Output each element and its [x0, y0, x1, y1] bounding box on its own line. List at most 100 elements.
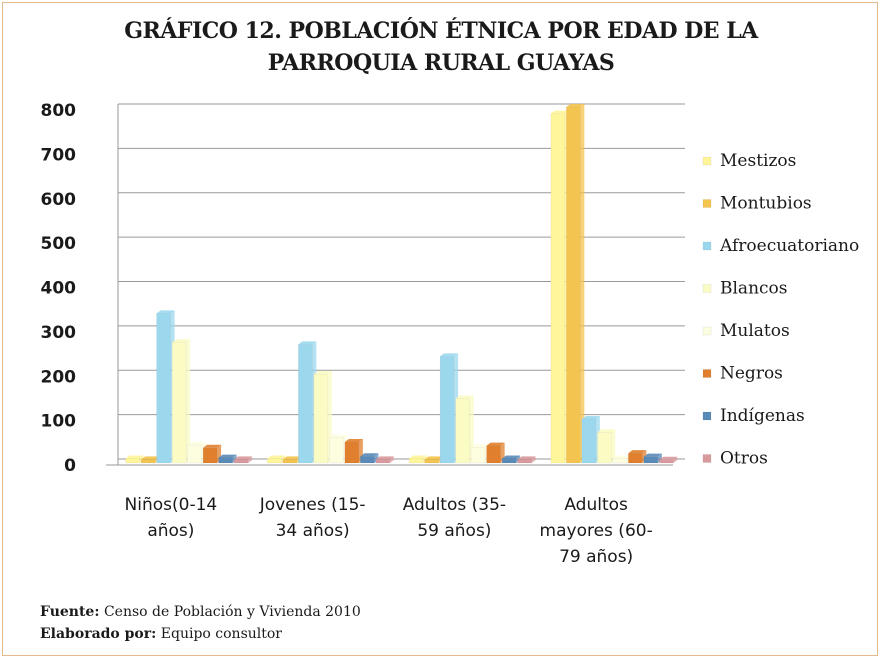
bar-top [156, 310, 175, 314]
bar-side [232, 454, 237, 463]
bar [486, 442, 505, 464]
bar-front [612, 458, 628, 464]
bar-top [218, 454, 237, 458]
y-tick-label: 500 [41, 234, 77, 254]
bar-side [673, 456, 678, 463]
x-category-label: Niños(0-14 [125, 495, 218, 515]
bar-top [125, 455, 144, 459]
x-category-label: años) [147, 521, 194, 541]
bar-front [313, 373, 329, 464]
bar [360, 453, 379, 464]
bar-top [486, 442, 505, 446]
bar [218, 454, 237, 464]
bar-front [375, 459, 391, 464]
bar-front [140, 459, 156, 464]
y-axis-ticks: 0 100 200 300 400 500 600 700 800 [41, 101, 77, 476]
bar-top [597, 429, 616, 433]
footer-source-text: Censo de Población y Vivienda 2010 [99, 604, 361, 620]
x-category-label: 34 años) [276, 521, 350, 541]
bar [566, 104, 585, 464]
footer-author-text: Equipo consultor [156, 626, 282, 642]
bar-front [187, 444, 202, 464]
bar-top [187, 442, 206, 446]
bar-front [486, 445, 501, 464]
bar-top [344, 439, 363, 443]
bar-top [298, 341, 317, 345]
bar-top [643, 453, 662, 457]
legend-swatch [702, 369, 712, 378]
bar [659, 456, 678, 464]
legend-entry: Mulatos [720, 321, 790, 341]
bar-side [389, 456, 394, 463]
x-category-label: Adultos [564, 495, 628, 515]
y-tick-label: 400 [41, 279, 77, 299]
bar-top [581, 415, 600, 419]
bar-front [218, 457, 233, 464]
bar [171, 339, 191, 464]
footer-source-label: Fuente: [40, 604, 100, 620]
legend-swatch [702, 454, 712, 463]
bar-top [424, 456, 443, 460]
bar-front [455, 398, 470, 464]
bar-front [408, 458, 424, 464]
bars [125, 104, 678, 464]
chart-title-line-2: PARROQUIA RURAL GUAYAS [267, 50, 615, 76]
bar-top [172, 339, 191, 343]
bar-front [171, 341, 187, 464]
bar-chart: 0 100 200 300 400 500 600 700 800 Niños(0-14 años… [41, 101, 860, 567]
bar-front [233, 459, 249, 464]
bar-front [470, 447, 486, 464]
bar-front [439, 356, 455, 464]
legend: Mestizos Montubios Afroecuatoriano Blancos M… [702, 151, 859, 469]
bar-top [313, 371, 332, 375]
bar-top [628, 450, 647, 454]
bar-front [360, 455, 375, 464]
bar [344, 439, 363, 464]
bar [202, 444, 222, 464]
bar-top [566, 104, 585, 107]
y-tick-label: 600 [41, 190, 77, 210]
legend-swatch [702, 326, 712, 336]
bar-front [282, 459, 298, 464]
y-tick-label: 300 [41, 323, 77, 343]
bar-top [612, 455, 631, 459]
bar-front [298, 344, 313, 464]
legend-entry: Otros [720, 449, 768, 469]
y-tick-label: 0 [64, 456, 76, 476]
bar-top [550, 110, 569, 114]
bar-side [186, 339, 191, 463]
legend-entry: Blancos [720, 279, 788, 299]
bar-front [566, 106, 581, 464]
bar-top [282, 456, 301, 460]
bar-top [471, 444, 490, 448]
bar-side [611, 429, 616, 463]
legend-swatch [702, 284, 712, 293]
bar-front [267, 458, 282, 464]
legend-entry: Indígenas [720, 406, 805, 426]
bar-top [502, 455, 521, 459]
bar [233, 456, 253, 464]
bar [643, 453, 662, 464]
bar-top [141, 456, 160, 460]
bar [517, 456, 536, 464]
bar [125, 455, 144, 464]
legend-entry: Negros [720, 364, 783, 384]
legend-entry: Montubios [720, 194, 812, 214]
bar-front [550, 113, 566, 464]
legend-swatch [702, 411, 712, 421]
legend-entry: Afroecuatoriano [719, 236, 859, 256]
x-category-label: Adultos (35- [403, 495, 506, 515]
x-category-label: mayores (60- [540, 521, 653, 541]
footer-author: Elaborado por: Equipo consultor [40, 626, 282, 642]
x-category-label: Jovenes (15- [259, 495, 366, 515]
footer-source: Fuente: Censo de Población y Vivienda 20… [40, 604, 361, 620]
grid-lines [106, 103, 685, 466]
bar-front [597, 432, 612, 464]
bar-top [517, 456, 536, 460]
bar-top [360, 453, 379, 457]
bar [375, 456, 394, 464]
x-category-label: 59 años) [417, 521, 491, 541]
bar [501, 455, 521, 464]
bar-front [156, 313, 171, 464]
